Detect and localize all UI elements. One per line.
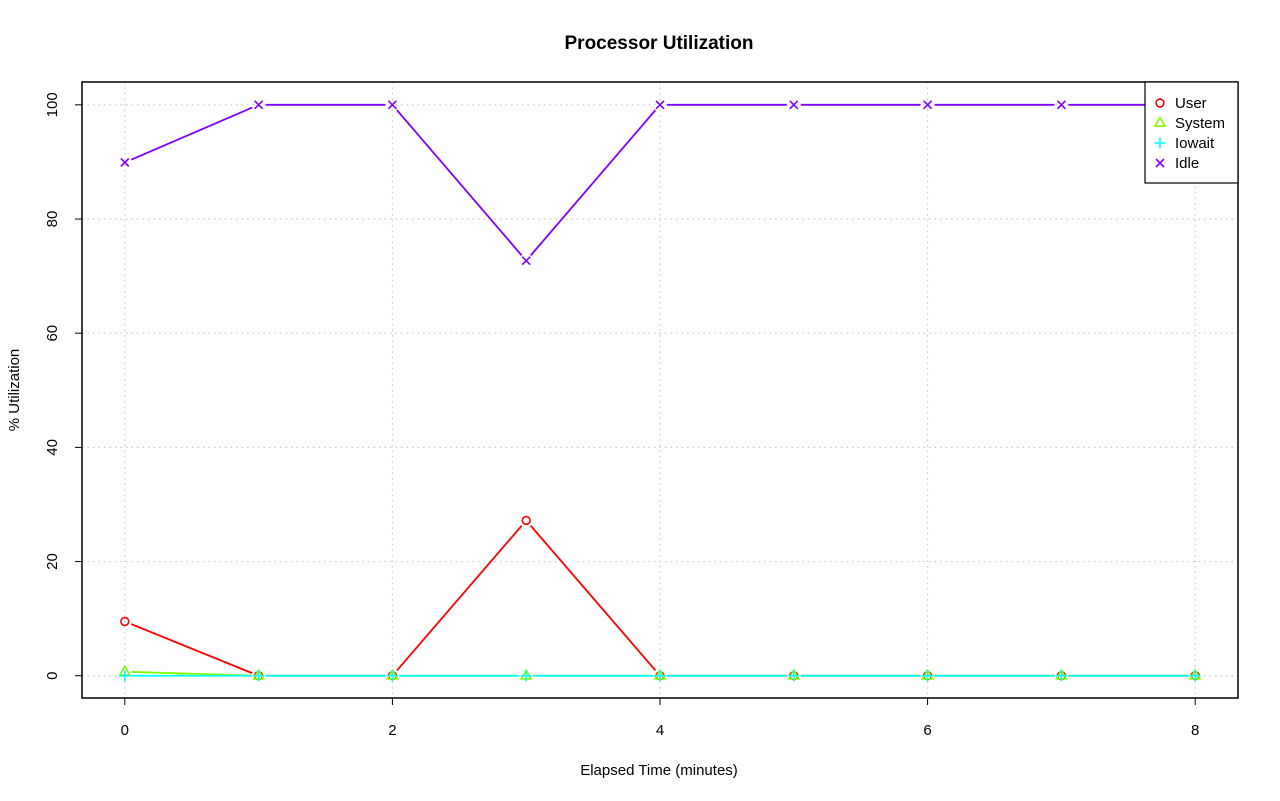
y-tick-label: 60	[44, 325, 61, 342]
iowait-point	[253, 670, 265, 682]
legend-iowait-label: Iowait	[1175, 135, 1215, 152]
legend-user-marker	[1155, 98, 1165, 108]
iowait-point	[922, 670, 934, 682]
grid-lines	[82, 82, 1238, 698]
legend-user-label: User	[1175, 95, 1207, 112]
y-axis: 0 20 40 60 80 100	[44, 92, 82, 680]
iowait-point	[788, 670, 800, 682]
user-line-segment	[530, 525, 657, 672]
x-tick-label: 8	[1191, 722, 1199, 739]
iowait-point	[386, 670, 398, 682]
legend-idle-marker	[1155, 158, 1165, 168]
idle-line-segment	[530, 109, 657, 256]
x-axis-label: Elapsed Time (minutes)	[580, 762, 738, 779]
user-point	[521, 515, 531, 526]
legend-system-marker	[1153, 115, 1167, 127]
legend-system-label: System	[1175, 115, 1225, 132]
idle-point	[254, 100, 264, 110]
idle-point	[789, 100, 799, 110]
idle-point	[1056, 100, 1066, 110]
legend-idle-label: Idle	[1175, 155, 1199, 172]
user-line-segment	[396, 525, 523, 672]
idle-point	[387, 100, 397, 110]
x-tick-label: 6	[923, 722, 931, 739]
idle-point	[655, 100, 665, 110]
chart-title: Processor Utilization	[565, 33, 754, 54]
legend: User System Iowait Idle	[1144, 81, 1239, 184]
iowait-point	[520, 670, 532, 682]
y-tick-label: 100	[44, 92, 61, 117]
idle-line-segment	[396, 109, 523, 256]
series-lines	[130, 103, 1189, 677]
iowait-point	[1055, 670, 1067, 682]
iowait-point	[119, 670, 131, 682]
y-tick-label: 20	[44, 553, 61, 570]
idle-point	[120, 157, 130, 168]
y-tick-label: 0	[44, 672, 61, 680]
idle-point	[923, 100, 933, 110]
legend-iowait-marker	[1154, 137, 1166, 149]
x-tick-label: 0	[121, 722, 129, 739]
x-axis: 0 2 4 6 8	[121, 698, 1199, 739]
idle-point	[521, 256, 531, 266]
x-tick-label: 4	[656, 722, 664, 739]
y-tick-label: 80	[44, 211, 61, 228]
iowait-point	[654, 670, 666, 682]
idle-line-segment	[130, 106, 253, 161]
x-tick-label: 2	[388, 722, 396, 739]
y-tick-label: 40	[44, 439, 61, 456]
iowait-point	[1189, 670, 1201, 682]
user-line-segment	[130, 623, 253, 674]
y-axis-label: % Utilization	[6, 349, 23, 432]
user-point	[120, 616, 130, 627]
